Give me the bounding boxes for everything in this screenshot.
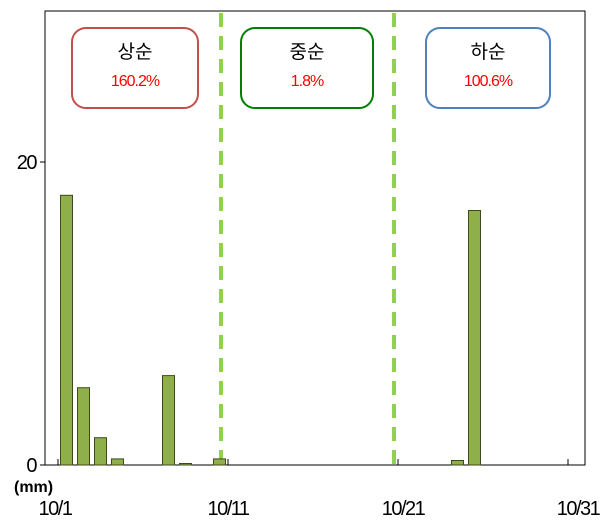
- period-box-middle-title: 중순: [290, 42, 325, 63]
- period-box-middle: 중순 1.8%: [240, 27, 374, 109]
- x-tick-label-10-1: 10/1: [39, 498, 73, 520]
- y-tick-label-0: 0: [26, 455, 37, 477]
- bar-series: [60, 194, 481, 466]
- period-box-early-border: [71, 27, 199, 109]
- axis-ticks: [40, 161, 569, 466]
- bar-10-8: [179, 463, 192, 466]
- y-tick-label-20: 20: [17, 152, 38, 174]
- period-dividers: [219, 13, 396, 465]
- x-tick-label-10-21: 10/21: [382, 498, 426, 520]
- period-box-early: 상순 160.2%: [71, 27, 199, 109]
- period-box-early-title: 상순: [118, 41, 153, 63]
- bar-10-24: [451, 460, 464, 466]
- bar-10-7: [162, 375, 175, 466]
- plot-frame: [44, 10, 586, 466]
- period-box-middle-border: [240, 27, 374, 109]
- x-tick-label-10-31: 10/31: [557, 498, 601, 520]
- period-box-late-border: [425, 27, 551, 109]
- bar-10-4: [111, 458, 124, 466]
- x-tick-label-10-11: 10/11: [207, 498, 249, 520]
- bar-10-2: [77, 387, 90, 466]
- bar-10-3: [94, 437, 107, 466]
- unit-label: (mm): [14, 479, 53, 496]
- bar-10-1: [60, 194, 73, 466]
- period-box-early-value: 160.2%: [111, 73, 160, 90]
- bar-10-10: [213, 458, 226, 466]
- period-box-middle-value: 1.8%: [291, 73, 324, 90]
- period-box-late-value: 100.6%: [464, 73, 513, 90]
- bar-10-25: [468, 210, 481, 466]
- period-box-late: 하순 100.6%: [425, 27, 551, 109]
- period-box-late-title: 하순: [471, 41, 506, 63]
